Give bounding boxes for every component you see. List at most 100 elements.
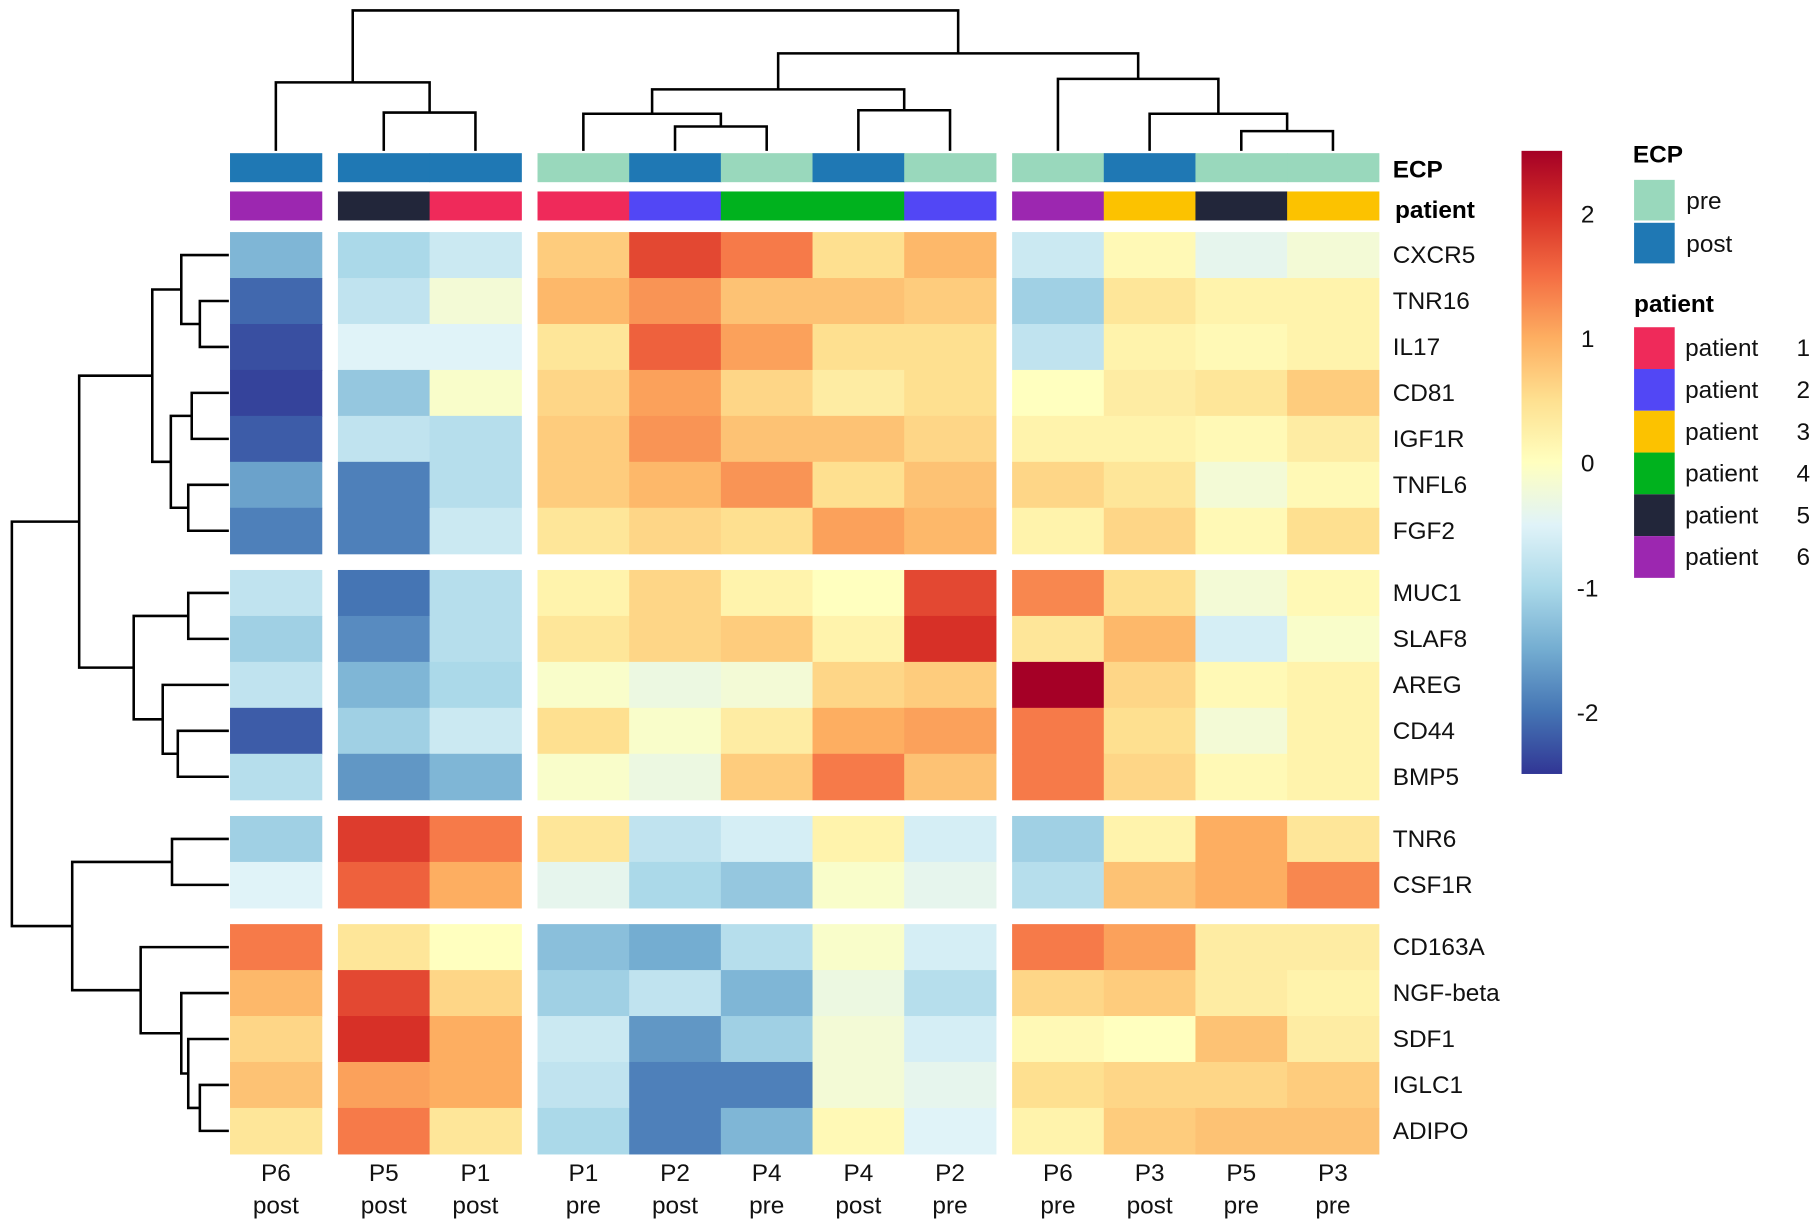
column-label-ecp: post xyxy=(1127,1193,1173,1220)
heatmap-cell xyxy=(1012,507,1105,555)
legend-swatch-patient-5 xyxy=(1634,494,1675,537)
row-dendrogram-branch xyxy=(77,374,153,669)
heatmap-cell xyxy=(537,1061,630,1109)
heatmap-cell xyxy=(812,753,905,801)
column-label-id: P3 xyxy=(1135,1160,1165,1187)
row-label: TNR16 xyxy=(1393,288,1470,315)
heatmap-cell xyxy=(904,232,997,279)
heatmap-cell xyxy=(1103,970,1197,1017)
heatmap-cell xyxy=(904,753,997,801)
heatmap-cell xyxy=(812,1107,905,1155)
heatmap-cell xyxy=(230,661,323,709)
heatmap-cell xyxy=(720,815,814,863)
legend-label-ecp: post xyxy=(1686,231,1732,258)
legend-swatch-patient-3 xyxy=(1634,410,1675,453)
column-label-id: P1 xyxy=(568,1160,598,1187)
patient-annotation-cell xyxy=(537,191,630,221)
heatmap-cell xyxy=(230,970,323,1017)
heatmap-cell xyxy=(720,369,814,417)
column-label-ecp: pre xyxy=(749,1193,784,1220)
color-scale-tick: -1 xyxy=(1577,575,1599,602)
row-label: TNR6 xyxy=(1393,826,1457,853)
column-label-id: P5 xyxy=(1226,1160,1256,1187)
column-label-ecp: pre xyxy=(1315,1193,1350,1220)
heatmap-cell xyxy=(1103,569,1197,617)
heatmap-cell xyxy=(1195,507,1288,555)
patient-annotation-cell xyxy=(720,191,814,221)
heatmap-cell xyxy=(1012,232,1105,279)
heatmap-cell xyxy=(1287,924,1380,971)
heatmap-cell xyxy=(629,970,722,1017)
heatmap-cell xyxy=(904,369,997,417)
heatmap-cell xyxy=(812,615,905,663)
row-dendrogram-branch xyxy=(190,391,229,441)
heatmap-cell xyxy=(537,707,630,755)
heatmap-cell xyxy=(629,507,722,555)
column-dendrogram-branch xyxy=(673,125,768,151)
heatmap-cell xyxy=(1287,861,1380,909)
heatmap-cell xyxy=(720,232,814,279)
column-label-ecp: post xyxy=(835,1193,881,1220)
color-scale-tick: 0 xyxy=(1581,451,1595,478)
column-label-ecp: pre xyxy=(1224,1193,1259,1220)
row-dendrogram-branch xyxy=(150,288,182,464)
heatmap-cell xyxy=(1103,415,1197,463)
heatmap-cell xyxy=(230,1016,323,1063)
heatmap-cell xyxy=(1012,615,1105,663)
heatmap-cell xyxy=(720,661,814,709)
heatmap-cell xyxy=(429,815,522,863)
ecp-annotation-cell xyxy=(337,153,431,183)
heatmap-cell xyxy=(812,1016,905,1063)
row-label: FGF2 xyxy=(1393,518,1455,545)
heatmap-cell xyxy=(429,924,522,971)
heatmap-cell xyxy=(230,861,323,909)
row-label: MUC1 xyxy=(1393,580,1462,607)
heatmap-cell xyxy=(904,707,997,755)
heatmap-cell xyxy=(720,461,814,509)
row-label: ADIPO xyxy=(1393,1118,1469,1145)
heatmap-cell xyxy=(1195,415,1288,463)
heatmap-cell xyxy=(629,461,722,509)
heatmap-cell xyxy=(1195,707,1288,755)
column-label-ecp: pre xyxy=(1040,1193,1075,1220)
heatmap-cell xyxy=(720,615,814,663)
row-label: BMP5 xyxy=(1393,764,1459,791)
heatmap-cell xyxy=(904,569,997,617)
heatmap-cell xyxy=(1195,753,1288,801)
heatmap-cell xyxy=(1287,970,1380,1017)
column-dendrogram-branch xyxy=(857,108,952,151)
row-dendrogram-branch xyxy=(132,614,189,721)
column-dendrogram-branch xyxy=(274,81,431,151)
heatmap-cell xyxy=(629,1016,722,1063)
legend-title-ecp: ECP xyxy=(1633,141,1683,168)
heatmap-cell xyxy=(812,661,905,709)
heatmap-cell xyxy=(1287,707,1380,755)
heatmap-cell xyxy=(1103,861,1197,909)
heatmap-cell xyxy=(629,569,722,617)
heatmap-cell xyxy=(537,1107,630,1155)
heatmap-cell xyxy=(1287,461,1380,509)
heatmap-cell xyxy=(1103,615,1197,663)
heatmap-cell xyxy=(1012,753,1105,801)
heatmap-cell xyxy=(629,615,722,663)
row-label: IGF1R xyxy=(1393,426,1465,453)
heatmap-cell xyxy=(537,815,630,863)
heatmap-cell xyxy=(1287,232,1380,279)
heatmap-cell xyxy=(429,707,522,755)
row-dendrogram-branch xyxy=(70,860,173,992)
heatmap-cell xyxy=(720,861,814,909)
legend-swatch-patient-4 xyxy=(1634,452,1675,495)
row-dendrogram-branch xyxy=(176,729,229,779)
ecp-annotation-cell xyxy=(629,153,722,183)
heatmap-cell xyxy=(1012,569,1105,617)
heatmap-cell xyxy=(904,1016,997,1063)
legend-label-patient: patient xyxy=(1685,544,1758,571)
patient-annotation-cell xyxy=(812,191,905,221)
heatmap-cell xyxy=(1287,507,1380,555)
heatmap-cell xyxy=(812,415,905,463)
heatmap-cell xyxy=(230,278,323,325)
heatmap-cell xyxy=(337,753,431,801)
heatmap-cell xyxy=(1012,1107,1105,1155)
heatmap-cell xyxy=(537,461,630,509)
heatmap-cell xyxy=(1103,707,1197,755)
